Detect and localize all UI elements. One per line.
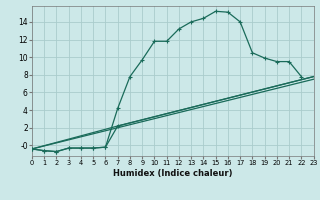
X-axis label: Humidex (Indice chaleur): Humidex (Indice chaleur) <box>113 169 233 178</box>
